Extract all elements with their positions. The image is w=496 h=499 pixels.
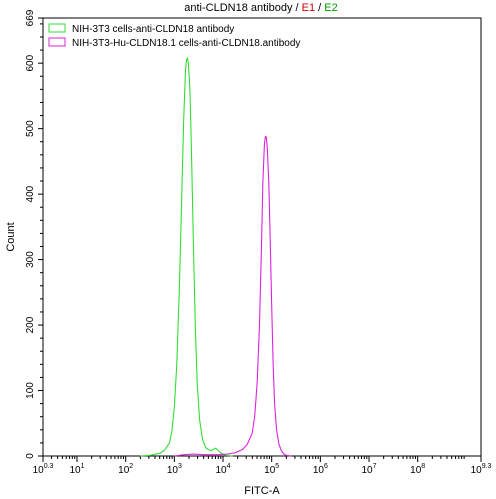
y-tick-label: 0 <box>25 453 36 459</box>
x-tick-label: 109.3 <box>471 463 492 476</box>
legend-label-1: NIH-3T3 cells-anti-CLDN18 antibody <box>72 24 234 35</box>
legend-swatch-2 <box>48 37 66 47</box>
x-tick-label: 106 <box>313 463 328 476</box>
y-tick-label: 600 <box>25 54 36 71</box>
y-tick-label: 200 <box>25 316 36 333</box>
title-part: E1 <box>302 2 315 14</box>
title-part: / <box>292 2 301 14</box>
series-line-1 <box>140 57 233 457</box>
x-axis-label: FITC-A <box>244 485 280 497</box>
y-tick-label: 400 <box>25 185 36 202</box>
y-tick-label: 300 <box>25 251 36 268</box>
plot-frame <box>42 17 482 457</box>
series-lines <box>140 57 292 457</box>
x-axis: 100.3 101 102 103 104 105 106 107 108 109.3 <box>33 456 492 476</box>
x-tick-label: 108 <box>410 463 425 476</box>
legend-label-2: NIH-3T3-Hu-CLDN18.1 cells-anti-CLDN18.an… <box>72 38 300 49</box>
x-tick-label: 102 <box>118 463 133 476</box>
x-tick-label: 101 <box>70 463 85 476</box>
series-line-2 <box>174 135 292 457</box>
title-part: / <box>315 2 324 14</box>
title-part: E2 <box>324 2 337 14</box>
legend: NIH-3T3 cells-anti-CLDN18 antibody NIH-3T… <box>48 23 300 49</box>
x-tick-label: 103 <box>167 463 182 476</box>
y-tick-label: 500 <box>25 120 36 137</box>
x-tick-label: 107 <box>362 463 377 476</box>
y-axis-label: Count <box>5 222 17 251</box>
legend-swatch-1 <box>48 23 66 33</box>
x-tick-label: 104 <box>216 463 231 476</box>
y-tick-label: 100 <box>25 382 36 399</box>
title-part: anti-CLDN18 antibody <box>184 2 293 14</box>
x-tick-label: 100.3 <box>33 463 54 476</box>
y-axis: 0 100 200 300 400 500 600 669 <box>25 9 43 459</box>
y-tick-label: 669 <box>25 9 36 26</box>
chart-title: anti-CLDN18 antibody / E1 / E2 <box>184 2 338 14</box>
x-tick-label: 105 <box>264 463 279 476</box>
